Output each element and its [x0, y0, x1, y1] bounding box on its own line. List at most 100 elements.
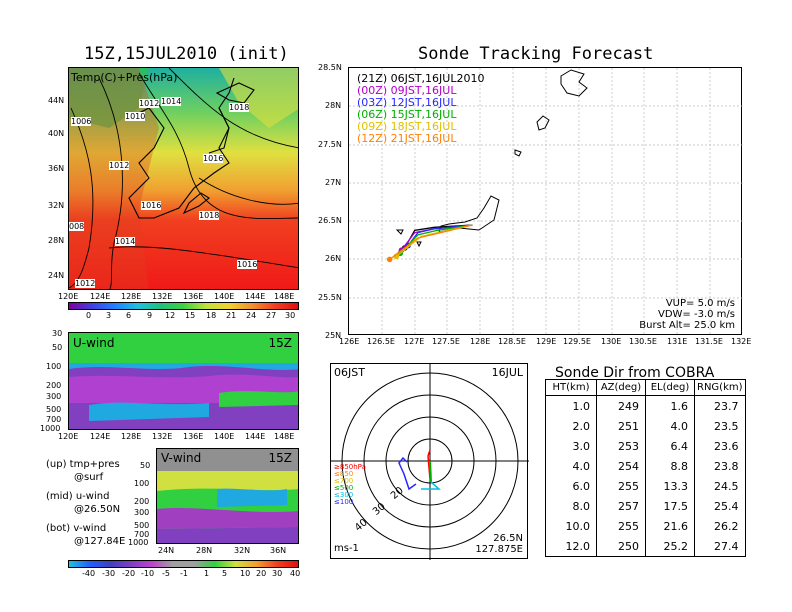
wind-colorbar-tick: 10 — [240, 569, 251, 578]
isobar-label: 1012 — [139, 99, 160, 108]
temp-colorbar-tick: 0 — [86, 311, 92, 320]
cell: 257 — [596, 496, 646, 516]
temp-colorbar — [68, 302, 299, 310]
track-legend-item: (00Z) 09JST,16JUL — [357, 84, 457, 97]
temp-colorbar-tick: 3 — [106, 311, 112, 320]
vwind-lat-label: 24N — [158, 546, 175, 555]
vwind-lat-label: 32N — [234, 546, 251, 555]
cell: 251 — [596, 416, 646, 436]
uwind-lon-label: 128E — [121, 432, 142, 441]
uwind-pres-tick: 30 — [52, 329, 63, 338]
cell: 21.6 — [645, 516, 695, 536]
wind-colorbar-tick: -40 — [82, 569, 96, 578]
col-header: RNG(km) — [694, 379, 746, 396]
track-legend-item: (06Z) 15JST,16JUL — [357, 108, 457, 121]
isobar-label: 1010 — [125, 112, 146, 121]
track-lon-label: 130.5E — [629, 337, 657, 346]
isobar-label: 1014 — [115, 237, 136, 246]
cell: 23.5 — [694, 416, 746, 436]
cell: 4.0 — [645, 416, 695, 436]
cell: 24.5 — [694, 476, 746, 496]
col-header: EL(deg) — [645, 379, 695, 396]
cell: 254 — [596, 456, 646, 476]
uwind-lon-label: 140E — [214, 432, 235, 441]
isobar-label: 1018 — [199, 211, 220, 220]
isobar-label: 1012 — [75, 279, 96, 288]
cell: 23.7 — [694, 395, 746, 416]
vwind-pres-tick: 100 — [134, 479, 150, 488]
track-legend: (21Z) 06JST,16JUL2010 (00Z) 09JST,16JUL … — [357, 73, 484, 145]
track-endpoint-5 — [386, 256, 393, 263]
isobar-label: 1016 — [203, 154, 224, 163]
sonde-table-wrap: HT(km) AZ(deg) EL(deg) RNG(km) 1.0 249 1.6… — [545, 379, 746, 557]
wind-colorbar-tick: -30 — [102, 569, 116, 578]
wind-colorbar-tick: -10 — [141, 569, 155, 578]
isobar-label: 008 — [69, 222, 85, 231]
wind-colorbar-tick: 5 — [222, 569, 228, 578]
vup-text: VUP= 5.0 m/s — [665, 298, 735, 309]
uwind-lon-label: 136E — [183, 432, 204, 441]
table-row: 3.0 253 6.4 23.6 — [545, 436, 746, 456]
map-lat-label: 44N — [48, 96, 65, 105]
map-lon-label: 120E — [58, 292, 79, 301]
track-legend-item: (03Z) 12JST,16JUL — [357, 96, 457, 109]
height-legend-item: ≥850hPa — [334, 463, 366, 471]
polar-lat: 26.5N — [493, 533, 523, 544]
uwind-pres-tick: 500 — [46, 405, 62, 414]
cell: 6.0 — [545, 476, 597, 496]
cell: 250 — [596, 536, 646, 557]
sonde-table: HT(km) AZ(deg) EL(deg) RNG(km) 1.0 249 1.6… — [545, 379, 746, 557]
uwind-label: U-wind — [73, 336, 115, 350]
temp-colorbar-tick: 30 — [285, 311, 296, 320]
legend-line: @surf — [74, 472, 104, 483]
temp-colorbar-tick: 6 — [126, 311, 132, 320]
polar-coords: 26.5N 127.875E — [475, 533, 523, 555]
table-header-row: HT(km) AZ(deg) EL(deg) RNG(km) — [545, 379, 746, 396]
col-header: AZ(deg) — [596, 379, 646, 396]
vwind-lat-label: 28N — [196, 546, 213, 555]
vwind-svg — [157, 471, 298, 543]
temp-colorbar-tick: 27 — [266, 311, 277, 320]
vwind-lat-label: 36N — [270, 546, 287, 555]
map-lon-label: 124E — [90, 292, 111, 301]
track-legend-item: (09Z) 18JST,16JUL — [357, 120, 457, 133]
panel-legend: (up) tmp+pres @surf (mid) u-wind @26.50N… — [46, 458, 125, 548]
track-line-4 — [395, 224, 473, 257]
uwind-lon-label: 132E — [152, 432, 173, 441]
table-row: 1.0 249 1.6 23.7 — [545, 395, 746, 416]
temp-colorbar-tick: 24 — [246, 311, 257, 320]
temp-colorbar-tick: 21 — [226, 311, 237, 320]
cell: 27.4 — [694, 536, 746, 557]
height-legend-item: ≤500 — [334, 484, 354, 492]
wind-colorbar-tick: -1 — [180, 569, 188, 578]
cell: 25.4 — [694, 496, 746, 516]
vwind-pres-tick: 500 — [134, 521, 150, 530]
cell: 249 — [596, 395, 646, 416]
track-lat-label: 28.5N — [318, 63, 342, 72]
track-lon-label: 128.5E — [498, 337, 526, 346]
vwind-pres-tick: 700 — [134, 530, 150, 539]
track-lat-label: 28N — [325, 101, 342, 110]
vwind-pres-tick: 1000 — [128, 538, 149, 547]
uwind-lon-label: 144E — [245, 432, 266, 441]
uwind-lon-label: 148E — [274, 432, 295, 441]
track-legend-item: (12Z) 21JST,16JUL — [357, 132, 457, 145]
isobar-label: 1016 — [141, 201, 162, 210]
cell: 17.5 — [645, 496, 695, 516]
vwind-panel: V-wind 15Z — [156, 448, 299, 544]
map-lat-label: 40N — [48, 129, 65, 138]
polar-right-label: 16JUL — [491, 366, 523, 379]
track-lon-label: 129E — [536, 337, 557, 346]
track-lon-label: 127.5E — [432, 337, 460, 346]
sonde-table-title: Sonde Dir from COBRA — [555, 365, 715, 381]
uwind-panel: U-wind 15Z — [68, 332, 299, 430]
cell: 1.6 — [645, 395, 695, 416]
map-lat-label: 36N — [48, 164, 65, 173]
map-label: Temp(C)+Pres(hPa) — [71, 71, 178, 84]
temp-colorbar-tick: 12 — [165, 311, 176, 320]
track-map: (21Z) 06JST,16JUL2010 (00Z) 09JST,16JUL … — [348, 67, 743, 336]
track-lon-label: 126.5E — [367, 337, 395, 346]
uwind-lon-label: 124E — [90, 432, 111, 441]
vdw-text: VDW= -3.0 m/s — [658, 309, 735, 320]
vwind-pres-tick: 300 — [134, 508, 150, 517]
